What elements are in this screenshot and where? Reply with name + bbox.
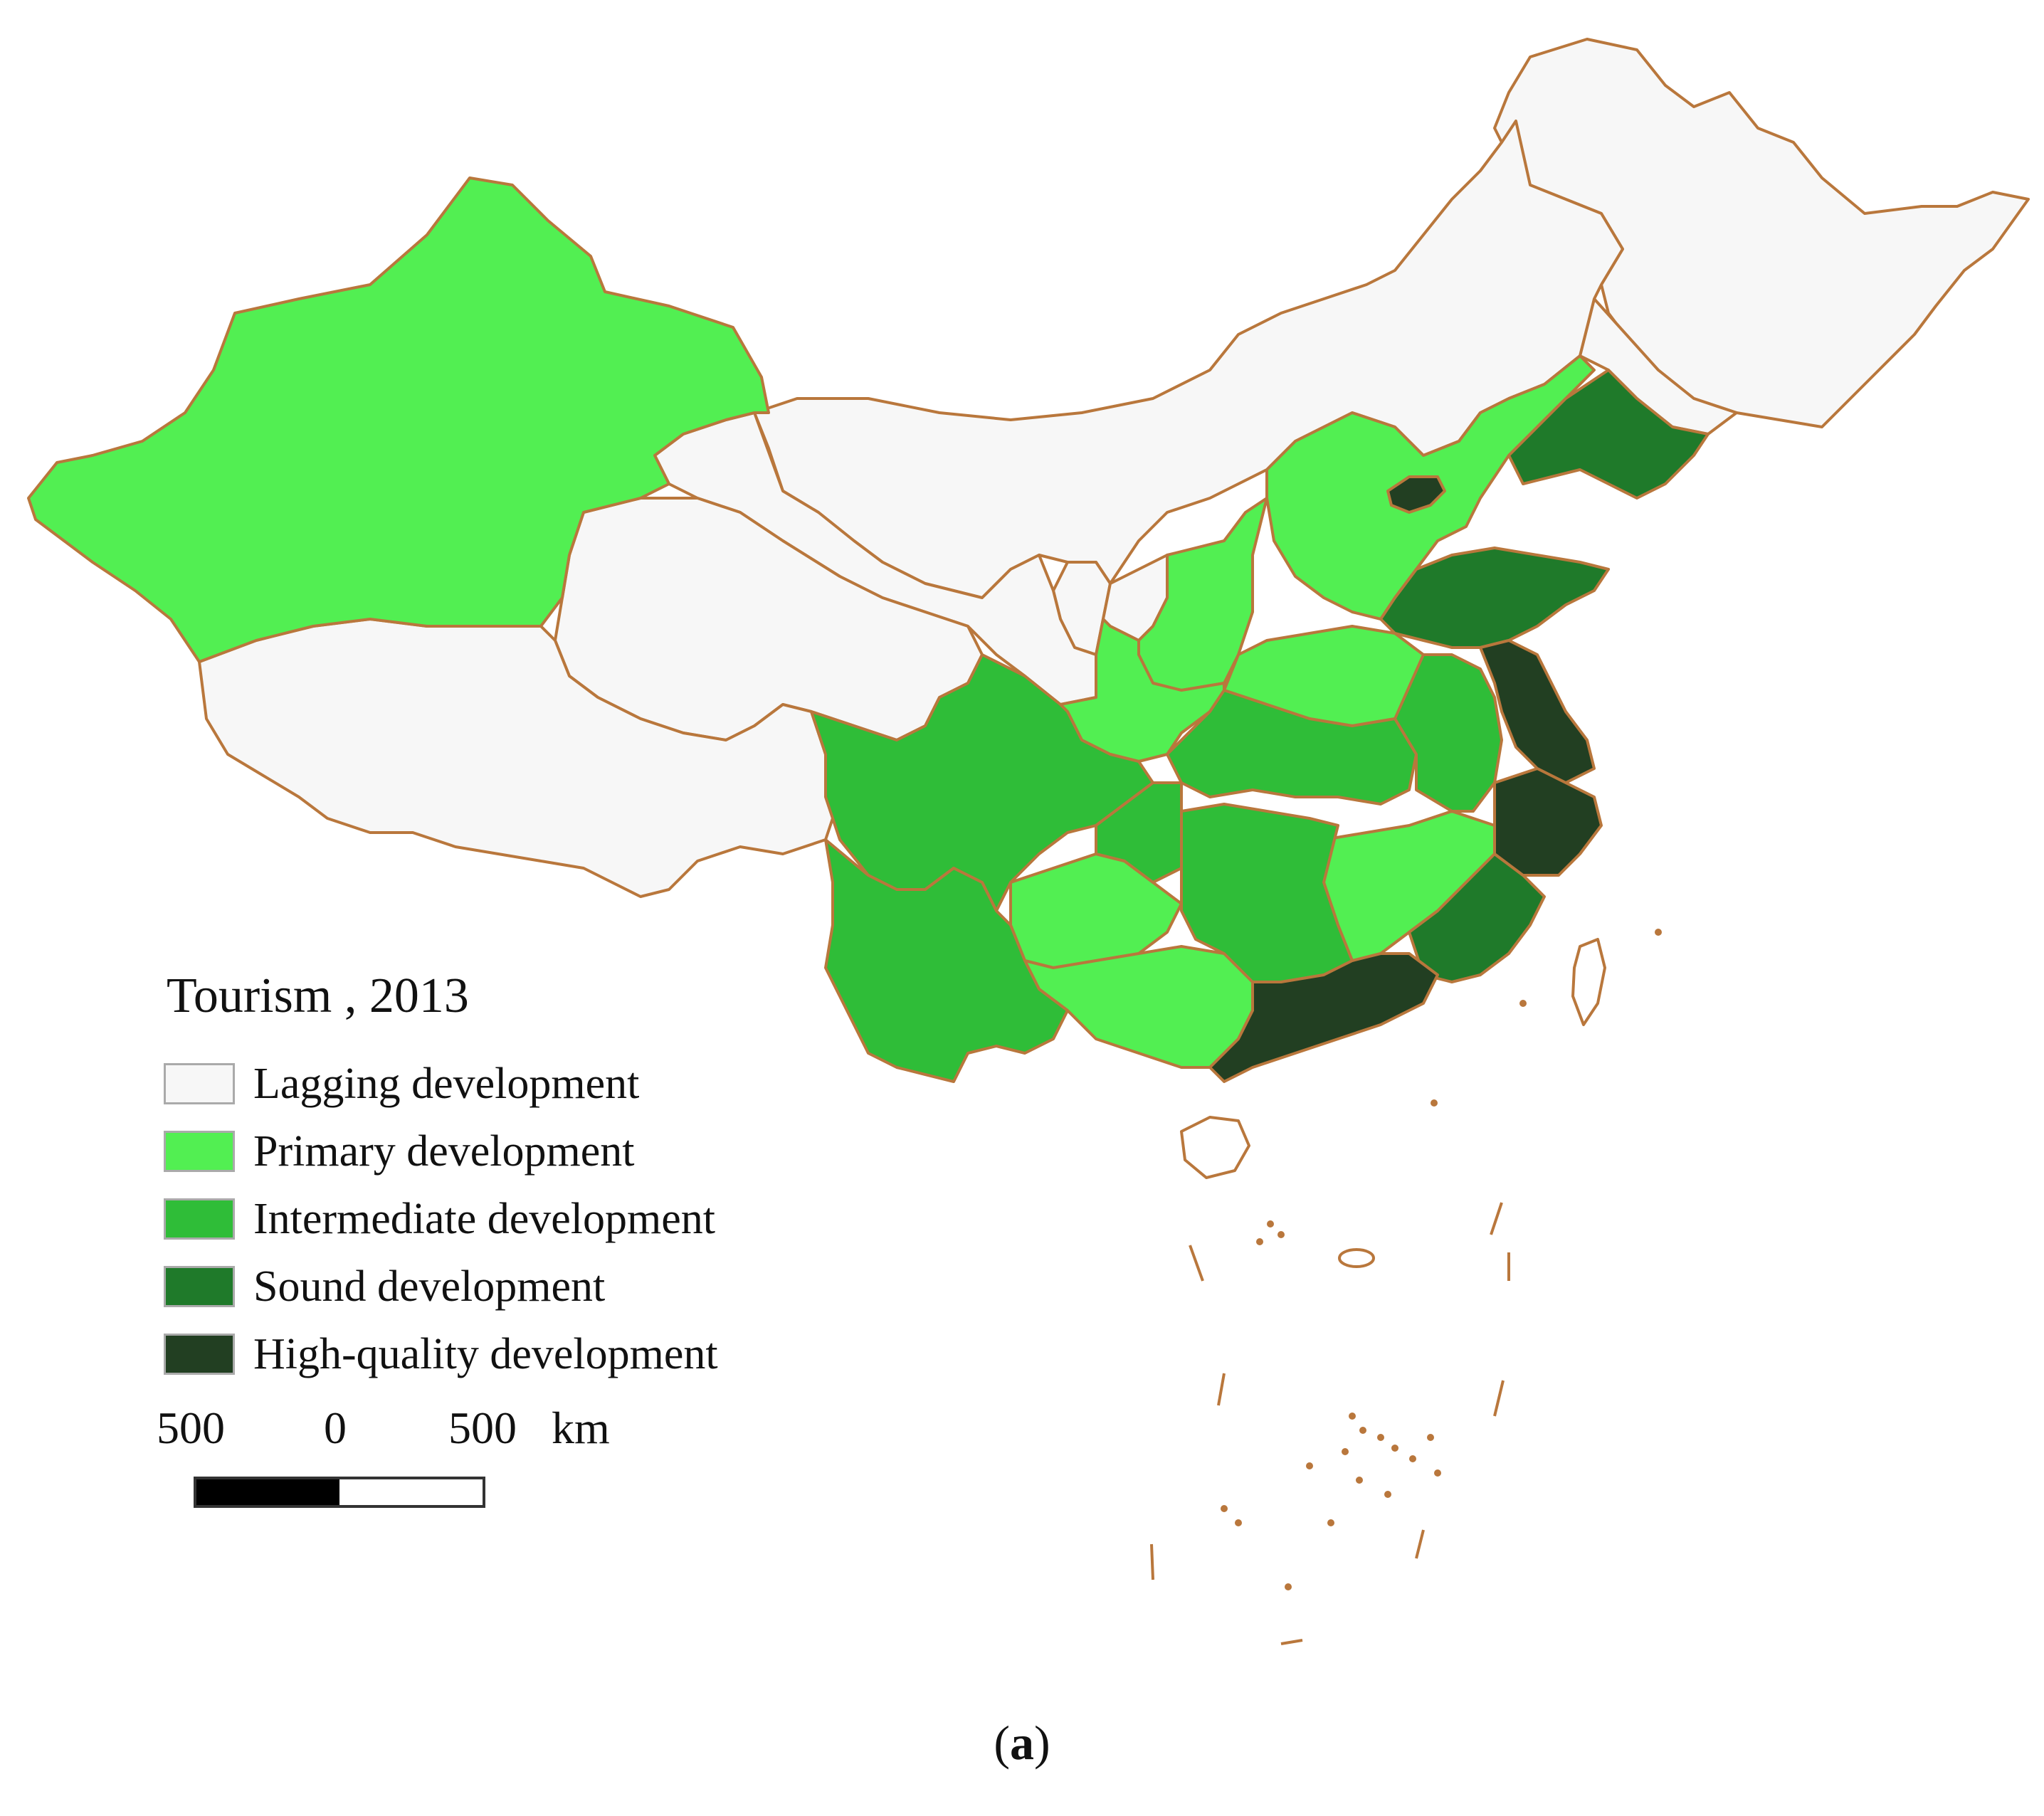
legend-item: Primary development [164,1117,804,1185]
scale-bar-black-segment [196,1479,339,1505]
legend-swatch [164,1130,235,1172]
legend-items: Lagging development Primary development In… [164,1050,804,1388]
legend-label: Sound development [253,1262,606,1311]
scale-label-right: 500 [448,1403,517,1453]
figure-caption: (a) [0,1715,2044,1771]
region-shandong [1379,547,1610,649]
legend-item: Sound development [164,1252,804,1320]
legend-title: Tourism , 2013 [167,968,469,1023]
legend-label: High-quality development [253,1329,718,1378]
south-china-sea-islands [1221,929,1662,1590]
scale-label-left: 500 [157,1403,225,1453]
south-china-sea-lines [1150,1202,1510,1645]
caption-open: ( [994,1716,1010,1770]
region-jiangsu [1479,639,1596,784]
legend-item: Lagging development [164,1050,804,1117]
region-beijing [1386,475,1446,514]
scale-label-mid: 0 [324,1403,347,1453]
map-legend: Tourism , 2013 Lagging development Primar… [164,971,804,1388]
caption-close: ) [1034,1716,1050,1770]
region-yunnan [824,838,1069,1083]
legend-label: Intermediate development [253,1194,716,1243]
region-fujian [1408,852,1546,983]
legend-label: Lagging development [253,1059,640,1108]
region-guangdong [1208,952,1439,1083]
scale-bar-graphic [194,1477,485,1508]
region-liaoning [1507,369,1710,500]
region-hubei [1166,689,1418,806]
legend-label: Primary development [253,1126,635,1176]
caption-letter: a [1010,1716,1034,1770]
region-anhui [1394,653,1503,813]
scale-bar: 500 0 500 km [157,1403,610,1526]
island-small [1338,1248,1375,1268]
legend-swatch [164,1062,235,1104]
legend-swatch [164,1198,235,1240]
legend-item: High-quality development [164,1320,804,1388]
legend-swatch [164,1265,235,1307]
region-hainan [1180,1116,1250,1179]
scale-unit: km [552,1403,610,1453]
legend-item: Intermediate development [164,1185,804,1252]
region-inner-mongolia [753,120,1624,599]
region-taiwan [1571,938,1606,1026]
region-zhejiang [1493,767,1603,877]
legend-swatch [164,1333,235,1375]
region-xinjiang [27,176,770,663]
scale-bar-white-segment [339,1479,483,1505]
region-chongqing [1095,781,1183,884]
